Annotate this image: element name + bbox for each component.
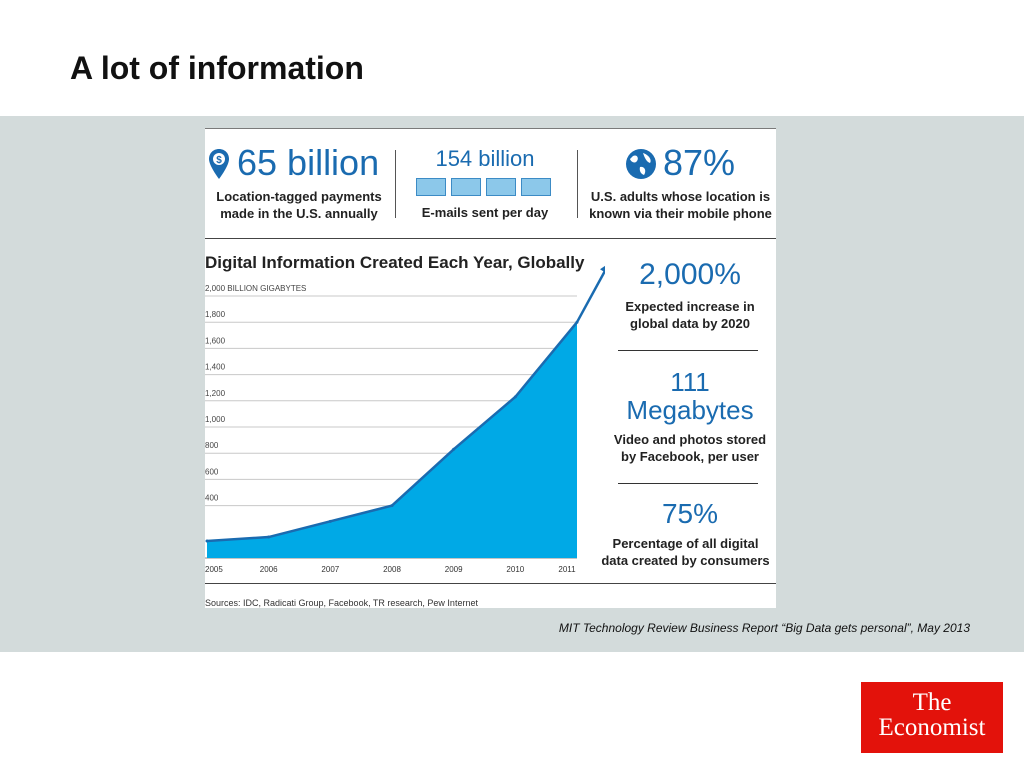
data-point	[390, 504, 394, 508]
y-tick-label: 2,000 BILLION GIGABYTES	[205, 284, 306, 293]
x-tick-label: 2006	[260, 565, 278, 574]
payments-caption: Location-tagged payments made in the U.S…	[205, 188, 393, 222]
data-point	[328, 519, 332, 523]
envelope-icon	[521, 178, 551, 196]
adults-caption-line2: known via their mobile phone	[589, 206, 772, 221]
svg-text:$: $	[216, 155, 222, 166]
emails-caption: E-mails sent per day	[421, 205, 549, 220]
payments-caption-line2: made in the U.S. annually	[220, 206, 378, 221]
infographic: $ 65 billion Location-tagged payments ma…	[205, 128, 776, 608]
data-point	[205, 539, 209, 543]
megabytes-caption: Video and photos stored by Facebook, per…	[605, 431, 775, 465]
trend-arrow	[575, 268, 605, 323]
emails-value: 154 billion	[435, 146, 535, 171]
consumers-caption-line2: data created by consumers	[601, 553, 770, 568]
y-tick-label: 1,200	[205, 389, 226, 398]
chart-title: Digital Information Created Each Year, G…	[205, 253, 585, 272]
economist-logo: The Economist	[861, 682, 1003, 753]
envelope-icon	[451, 178, 481, 196]
divider	[618, 350, 758, 351]
top-rule	[205, 128, 776, 129]
megabytes-value-line1: 111	[670, 367, 710, 397]
y-tick-label: 1,000	[205, 415, 226, 424]
divider	[395, 150, 396, 218]
envelope-icon	[416, 178, 446, 196]
megabytes-value: 111 Megabytes	[610, 368, 770, 424]
payments-value: 65 billion	[237, 142, 380, 183]
x-tick-label: 2010	[506, 565, 524, 574]
y-tick-label: 800	[205, 441, 219, 450]
megabytes-caption-line2: by Facebook, per user	[621, 449, 759, 464]
increase-caption-line2: global data by 2020	[630, 316, 750, 331]
source-note: Sources: IDC, Radicati Group, Facebook, …	[205, 598, 478, 608]
megabytes-caption-line1: Video and photos stored	[613, 432, 767, 447]
y-tick-label: 1,400	[205, 363, 226, 372]
y-tick-label: 1,600	[205, 336, 226, 345]
trend-arrow-head	[600, 265, 605, 273]
data-point	[513, 395, 517, 399]
page-title: A lot of information	[70, 50, 364, 86]
adults-value: 87%	[663, 142, 736, 183]
x-tick-label: 2008	[383, 565, 401, 574]
logo-line1: The	[912, 689, 952, 716]
logo-line2: Economist	[878, 714, 986, 741]
credit-note: MIT Technology Review Business Report “B…	[558, 621, 970, 635]
increase-value: 2,000%	[639, 258, 741, 291]
bottom-rule	[205, 583, 776, 584]
location-pin-icon: $	[208, 148, 230, 185]
consumers-caption: Percentage of all digital data created b…	[595, 535, 776, 569]
section-rule	[205, 238, 776, 239]
divider	[577, 150, 578, 218]
adults-caption: U.S. adults whose location is known via …	[585, 188, 776, 222]
divider	[618, 483, 758, 484]
payments-caption-line1: Location-tagged payments	[216, 189, 382, 204]
increase-caption: Expected increase in global data by 2020	[610, 298, 770, 332]
x-tick-label: 2009	[445, 565, 463, 574]
envelope-icon	[486, 178, 516, 196]
consumers-value: 75%	[661, 498, 719, 529]
megabytes-value-line2: Megabytes	[626, 395, 754, 425]
y-tick-label: 400	[205, 494, 219, 503]
data-point	[452, 447, 456, 451]
consumers-caption-line1: Percentage of all digital	[612, 536, 759, 551]
y-tick-label: 1,800	[205, 310, 226, 319]
data-chart: Digital Information Created Each Year, G…	[205, 253, 605, 574]
data-point	[267, 535, 271, 539]
envelope-icons	[416, 178, 576, 201]
y-tick-label: 600	[205, 467, 219, 476]
increase-caption-line1: Expected increase in	[625, 299, 755, 314]
area-series	[207, 322, 577, 558]
adults-caption-line1: U.S. adults whose location is	[590, 189, 771, 204]
x-tick-label: 2011	[558, 565, 576, 574]
globe-icon	[625, 148, 657, 185]
x-tick-label: 2007	[321, 565, 339, 574]
x-tick-label: 2005	[205, 565, 223, 574]
